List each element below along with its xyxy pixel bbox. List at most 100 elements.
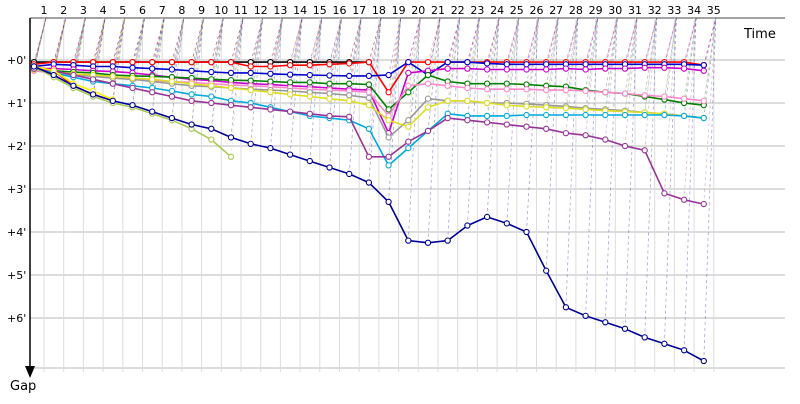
- lap-guide: [171, 17, 185, 84]
- lap-guide: [447, 17, 461, 82]
- data-point: [346, 97, 353, 104]
- lap-guide: [270, 17, 283, 82]
- y-tick-label: +4': [7, 226, 26, 239]
- lap-guide: [407, 17, 421, 63]
- lap-guide: [565, 17, 579, 91]
- data-point: [267, 89, 274, 96]
- lap-guide: [171, 17, 185, 78]
- lap-guide: [664, 17, 677, 65]
- x-tick-label: 26: [530, 4, 544, 17]
- lap-guide: [644, 17, 658, 68]
- data-point: [306, 110, 313, 117]
- lap-guide: [92, 17, 106, 80]
- lap-guide: [604, 17, 618, 116]
- lap-guide: [664, 17, 677, 97]
- data-point: [523, 103, 530, 110]
- lap-guide: [112, 17, 126, 101]
- lap-guide: [703, 17, 717, 106]
- lap-guide: [624, 17, 638, 65]
- lap-guide: [486, 17, 500, 64]
- lap-guide: [506, 17, 520, 63]
- data-point: [149, 65, 156, 72]
- data-point: [89, 91, 97, 98]
- lap-guide: [683, 17, 697, 351]
- lap-guide: [467, 17, 480, 84]
- data-point: [503, 112, 510, 120]
- lap-guide: [132, 17, 145, 63]
- data-point: [326, 90, 333, 97]
- lap-guide: [388, 17, 401, 93]
- lap-guide: [191, 17, 204, 80]
- lap-guide: [683, 17, 697, 116]
- data-point: [621, 142, 629, 150]
- data-point: [661, 93, 668, 100]
- lap-guide: [329, 17, 342, 119]
- lap-guide: [73, 17, 86, 76]
- data-point: [700, 114, 707, 122]
- data-point: [365, 72, 373, 80]
- lap-guide: [132, 17, 145, 63]
- data-point: [129, 84, 136, 92]
- lap-guide: [309, 17, 323, 66]
- lap-guide: [92, 17, 106, 67]
- lap-guide: [250, 17, 264, 67]
- lap-guide: [447, 17, 461, 241]
- data-point: [30, 63, 38, 70]
- data-point: [582, 312, 589, 319]
- lap-guide: [348, 17, 362, 117]
- lap-guide: [604, 17, 618, 63]
- data-point: [641, 92, 648, 99]
- data-point: [700, 62, 707, 69]
- lap-guide: [506, 17, 520, 65]
- lap-guide: [644, 17, 658, 116]
- lap-guide: [33, 17, 47, 65]
- lap-guide: [467, 17, 480, 63]
- lap-guide: [112, 17, 126, 79]
- lap-guide: [270, 17, 283, 149]
- lap-guide: [53, 17, 67, 76]
- lap-guide: [644, 17, 658, 338]
- x-tick-label: 25: [510, 4, 524, 17]
- data-point: [306, 157, 313, 165]
- lap-guide: [644, 17, 658, 63]
- lap-guide: [92, 17, 106, 82]
- data-point: [582, 111, 589, 119]
- lap-guide: [171, 17, 185, 82]
- lap-guide: [329, 17, 342, 63]
- data-point: [227, 134, 235, 141]
- lap-guide: [171, 17, 185, 78]
- data-point: [405, 117, 412, 124]
- lap-guide: [151, 17, 165, 112]
- lap-guide: [467, 17, 480, 121]
- data-point: [168, 87, 176, 95]
- data-point: [444, 82, 451, 89]
- lap-guide: [309, 17, 323, 83]
- lap-guide: [73, 17, 86, 63]
- x-tick-label: 27: [549, 4, 563, 17]
- data-point: [680, 196, 688, 203]
- lap-guide: [506, 17, 520, 116]
- data-point: [129, 102, 136, 109]
- data-point: [365, 94, 373, 101]
- x-axis-title: Time: [743, 27, 776, 42]
- data-point: [424, 127, 432, 135]
- lap-guide: [664, 17, 677, 114]
- data-point: [582, 87, 589, 95]
- lap-guide: [210, 17, 224, 80]
- data-point: [405, 123, 412, 130]
- x-tick-label: 20: [411, 4, 425, 17]
- data-point: [306, 62, 313, 69]
- data-point: [247, 77, 254, 84]
- lap-guide: [33, 17, 47, 63]
- lap-guide: [289, 17, 303, 63]
- lap-guide: [545, 17, 559, 129]
- lap-guide: [151, 17, 165, 77]
- data-point: [227, 102, 235, 109]
- data-point: [385, 106, 392, 113]
- lap-guide: [703, 17, 717, 66]
- lap-guide: [664, 17, 677, 100]
- data-point: [483, 112, 491, 120]
- data-point: [227, 69, 235, 77]
- data-point: [70, 71, 77, 79]
